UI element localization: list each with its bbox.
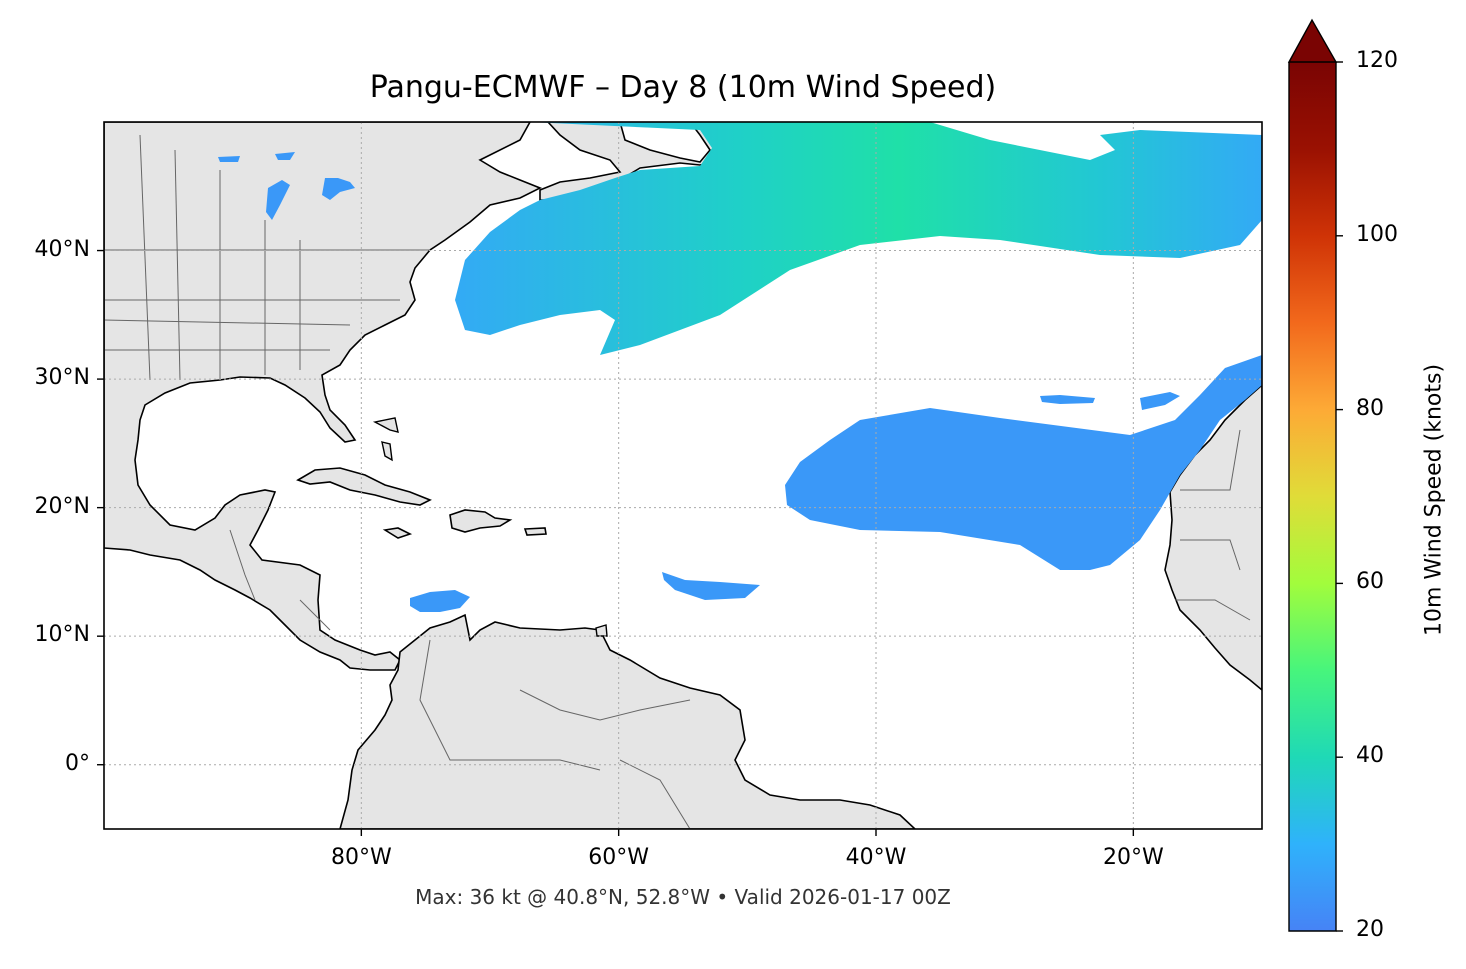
- colorbar-tick-label: 20: [1356, 917, 1384, 942]
- lon-label: 60°W: [588, 845, 650, 870]
- wind-patch-e: [218, 152, 355, 220]
- wind-patch-a: [1040, 395, 1095, 404]
- land-cuba: [296, 467, 432, 506]
- lat-label: 20°N: [34, 493, 90, 519]
- wind-patch-c: [662, 572, 760, 600]
- colorbar-extend-arrow: [1287, 18, 1338, 63]
- land-bahamas: [372, 417, 399, 462]
- max-wind-caption: Max: 36 kt @ 40.8°N, 52.8°W • Valid 2026…: [415, 885, 951, 909]
- lat-label: 40°N: [34, 236, 90, 262]
- wind-shading: [218, 122, 1262, 612]
- axis-ticks: [97, 249, 1135, 836]
- wind-trades-east-atlantic: [785, 355, 1262, 570]
- lon-label: 40°W: [845, 845, 907, 870]
- wind-jet-north-atlantic: [455, 122, 1262, 355]
- interior-borders: [104, 134, 1251, 829]
- map-frame: [103, 121, 1263, 830]
- map-title: Pangu-ECMWF – Day 8 (10m Wind Speed): [369, 70, 997, 105]
- gridlines: [104, 122, 1262, 829]
- wind-patch-b: [1140, 392, 1180, 410]
- lat-label: 10°N: [34, 622, 90, 648]
- colorbar-tick-label: 100: [1356, 221, 1398, 247]
- map-content: [104, 122, 1262, 829]
- land-trinidad: [595, 624, 608, 637]
- colorbar-tick-label: 80: [1356, 395, 1384, 421]
- lat-label: 0°: [65, 750, 90, 776]
- lon-label: 80°W: [330, 845, 392, 870]
- colorbar: [1289, 62, 1336, 931]
- land-hispaniola: [449, 509, 513, 533]
- colorbar-tick-label: 60: [1356, 569, 1384, 595]
- lon-label: 20°W: [1102, 845, 1164, 870]
- land-puerto-rico: [523, 527, 547, 536]
- colorbar-ticks: [1336, 61, 1343, 932]
- colorbar-label: 10m Wind Speed (knots): [1421, 363, 1447, 637]
- lat-label: 30°N: [34, 365, 90, 391]
- land-north-america: [104, 122, 542, 671]
- colorbar-tick-label: 40: [1356, 743, 1384, 769]
- colorbar-frame: [1288, 62, 1337, 932]
- land-south-america: [339, 613, 917, 829]
- colorbar-tick-label: 120: [1356, 48, 1398, 73]
- land-jamaica: [382, 527, 413, 539]
- wind-patch-d: [410, 590, 470, 612]
- land-africa: [1164, 383, 1262, 692]
